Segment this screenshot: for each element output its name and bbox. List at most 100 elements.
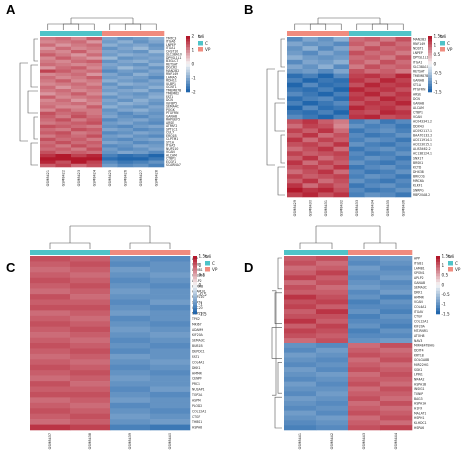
heatmap-cell (333, 183, 350, 189)
color-scale-step (186, 61, 190, 65)
color-scale-tick: 2 (192, 33, 195, 38)
heatmap-cell (150, 424, 191, 431)
heatmap-cell (318, 55, 334, 61)
heatmap-cell (316, 270, 349, 276)
heatmap-cell (117, 137, 134, 142)
heatmap-cell (102, 141, 118, 145)
heatmap-cell (150, 266, 191, 273)
color-scale-tick: -0.5 (199, 292, 208, 297)
legend-swatch (448, 261, 453, 266)
heatmap-cell (348, 415, 381, 421)
heatmap-cell (302, 105, 319, 111)
heatmap-cell (117, 163, 134, 168)
gene-label: DGCR2 (166, 66, 177, 70)
heatmap-cell (364, 87, 381, 93)
heatmap-cell (102, 63, 118, 67)
heatmap-cell (133, 46, 149, 51)
heatmap-cell (102, 59, 118, 64)
color-scale-tick: 1.5 (434, 33, 441, 38)
color-scale-tick: 1.5 (199, 253, 206, 258)
heatmap-cell (102, 66, 118, 70)
heatmap-cell (148, 150, 165, 155)
heatmap-cell (395, 37, 412, 42)
heatmap-cell (284, 333, 317, 339)
heatmap-cell (102, 98, 118, 103)
heatmap-cell (287, 114, 303, 120)
color-scale-step (186, 58, 190, 62)
heatmap-cell (70, 326, 111, 333)
color-scale-step (428, 64, 432, 68)
heatmap-cell (40, 37, 56, 41)
heatmap-cell (395, 146, 412, 152)
group-annotation-cell (380, 250, 413, 255)
heatmap-cell (284, 280, 317, 286)
heatmap-cell (380, 78, 396, 84)
heatmap-cell (284, 425, 317, 431)
heatmap-cell (287, 55, 303, 61)
heatmap-cell (148, 163, 165, 168)
heatmap-cell (380, 289, 413, 295)
heatmap-cell (349, 146, 365, 152)
heatmap-cell (30, 343, 71, 349)
heatmap-cell (380, 343, 413, 349)
heatmap-cell (102, 154, 118, 158)
heatmap-cell (316, 333, 349, 339)
gene-label: SLC38A10 (166, 53, 182, 57)
heatmap-cell (316, 256, 349, 262)
heatmap-cell (30, 375, 71, 382)
heatmap-cell (110, 348, 151, 355)
heatmap-cell (318, 119, 334, 125)
heatmap-cell (148, 128, 165, 132)
heatmap-cell (71, 95, 87, 100)
heatmap-cell (133, 108, 149, 113)
gene-label: GOLIM4 (192, 273, 204, 277)
heatmap-cell (302, 146, 319, 152)
sample-label: GSM8436 (401, 200, 405, 216)
gene-label: HMMR (192, 371, 203, 375)
heatmap-cell (30, 261, 71, 268)
heatmap-cell (349, 128, 365, 134)
gene-label: SEMA3C (192, 339, 205, 343)
heatmap-cell (30, 294, 71, 300)
heatmap-cell (333, 64, 350, 70)
heatmap-cell (395, 178, 412, 184)
heatmap-cell (148, 85, 165, 90)
column-dendrogram-branch (299, 242, 316, 249)
heatmap-cell (364, 82, 381, 88)
heatmap-cell (102, 72, 118, 77)
heatmap-cell (86, 157, 103, 161)
heatmap-cell (133, 128, 149, 132)
heatmap-cell (318, 178, 334, 184)
heatmap-cell (333, 123, 350, 129)
heatmap-cell (71, 46, 87, 51)
row-dendrogram (19, 62, 28, 142)
heatmap-cell (150, 402, 191, 409)
color-scale-step (428, 78, 432, 82)
heatmap-cell (150, 386, 191, 393)
heatmap-cell (287, 178, 303, 184)
heatmap-cell (395, 128, 412, 134)
heatmap-cell (395, 133, 412, 138)
heatmap-cell (102, 95, 118, 100)
heatmap-cell (117, 118, 134, 122)
heatmap-cell (333, 169, 350, 175)
gene-label: HSPA6 (414, 426, 424, 430)
column-dendrogram-branch (363, 242, 380, 249)
heatmap-cell (287, 142, 303, 148)
legend-label: C (447, 41, 450, 46)
row-dendrogram-branch (27, 90, 38, 114)
gene-label: SLC38A10 (413, 65, 429, 69)
sample-label: GSM8421 (46, 170, 50, 186)
color-scale-step (436, 264, 440, 268)
heatmap-cell (30, 337, 71, 344)
heatmap-cell (40, 137, 56, 142)
gene-label: MT-RNR1 (414, 329, 428, 333)
heatmap-cell (71, 59, 87, 64)
heatmap-cell (284, 323, 317, 329)
color-scale-step (186, 52, 190, 56)
heatmap-cell (150, 256, 191, 262)
sample-label: GSM8422 (61, 170, 65, 186)
gene-label: DPYSL1L1 (166, 56, 181, 60)
color-scale-step (436, 302, 440, 306)
heatmap-cell (364, 101, 381, 106)
